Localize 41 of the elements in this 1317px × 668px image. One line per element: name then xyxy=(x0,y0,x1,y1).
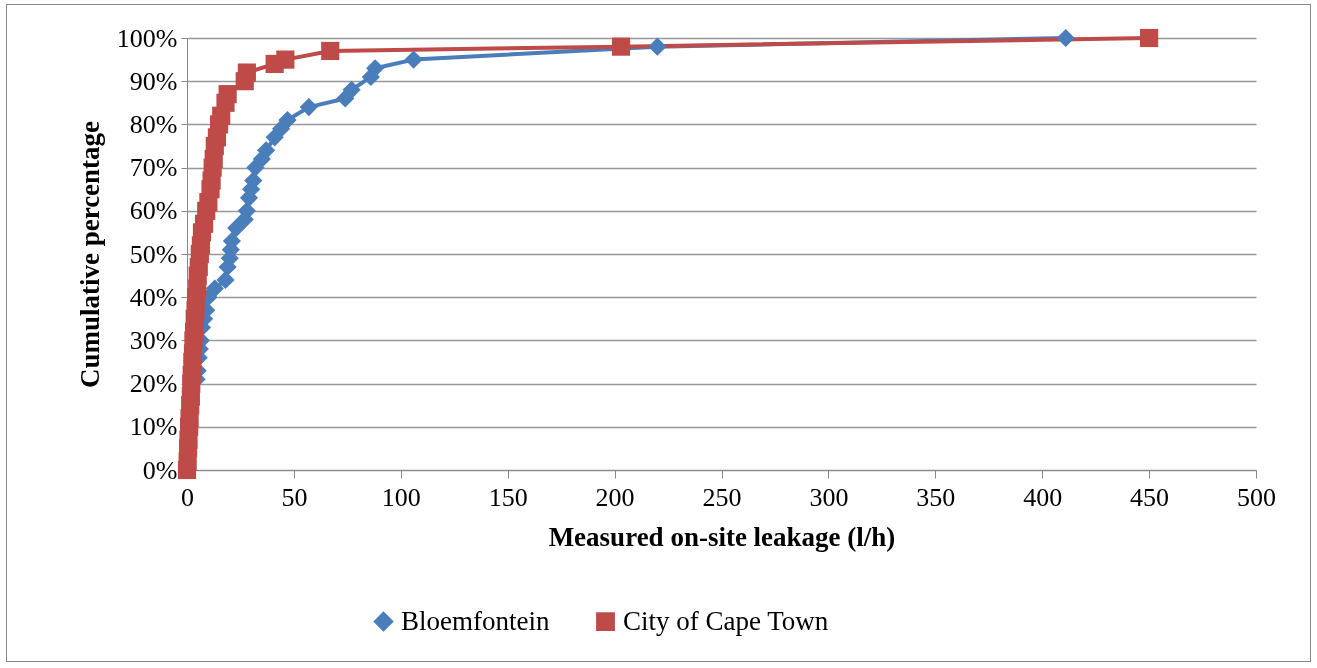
legend-label: City of Cape Town xyxy=(623,605,829,636)
point xyxy=(216,270,235,289)
y-tick-label: 40% xyxy=(129,282,178,312)
x-tick-label: 150 xyxy=(488,482,528,512)
point xyxy=(342,80,361,99)
point xyxy=(1140,28,1159,48)
y-tick-label: 70% xyxy=(129,153,178,183)
y-tick-label: 20% xyxy=(129,369,178,399)
legend-label: Bloemfontein xyxy=(401,605,550,636)
point xyxy=(404,50,423,69)
y-tick-label: 100% xyxy=(116,23,178,53)
point xyxy=(611,37,631,56)
x-tick-label: 100 xyxy=(381,482,421,512)
x-tick-label: 300 xyxy=(809,482,849,512)
y-tick-label: 60% xyxy=(129,196,178,226)
x-tick-label: 400 xyxy=(1023,482,1063,512)
y-tick-label: 50% xyxy=(129,239,178,269)
x-tick-label: 500 xyxy=(1237,482,1276,512)
y-tick-label: 0% xyxy=(142,455,178,485)
point xyxy=(205,279,224,298)
point xyxy=(237,63,256,82)
y-tick-label: 90% xyxy=(129,66,178,96)
y-tick-label: 80% xyxy=(129,109,178,139)
x-tick-label: 450 xyxy=(1130,482,1170,512)
y-tick-label: 30% xyxy=(129,325,178,355)
x-tick-label: 350 xyxy=(916,482,956,512)
point xyxy=(321,41,340,61)
x-tick-label: 200 xyxy=(595,482,635,512)
y-tick-label: 10% xyxy=(129,412,178,442)
y-axis-title: Cumulative percentage xyxy=(74,120,105,389)
x-tick-label: 50 xyxy=(281,482,308,512)
x-axis-title: Measured on-site leakage (l/h) xyxy=(548,521,896,552)
x-tick-label: 250 xyxy=(702,482,742,512)
point xyxy=(278,111,297,130)
x-tick-label: 0 xyxy=(181,482,194,512)
point xyxy=(276,50,295,69)
point xyxy=(1056,28,1075,48)
point xyxy=(218,85,237,104)
point xyxy=(299,98,318,117)
point xyxy=(648,37,667,56)
point xyxy=(227,219,246,238)
